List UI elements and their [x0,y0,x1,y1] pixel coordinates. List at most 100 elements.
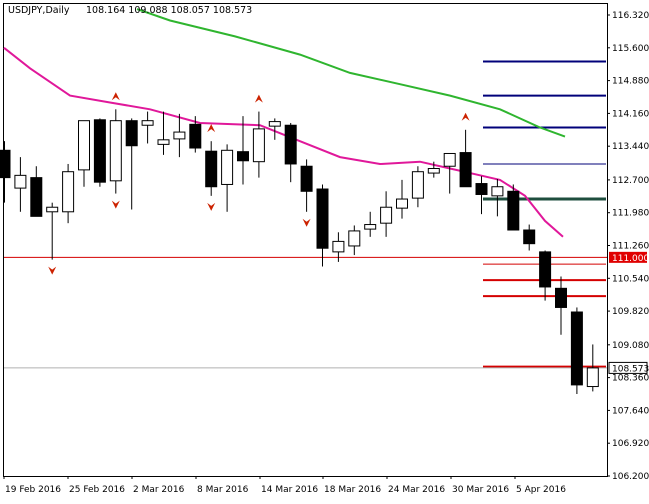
candle [0,141,11,203]
y-tick-label: 114.160 [612,109,649,119]
fractal-down-arrow [302,218,311,227]
candle [364,211,377,237]
bid-tag-text: 108.573 [612,364,649,374]
candle [475,176,488,215]
candle-body-bull [427,168,440,174]
y-tick-label: 115.600 [612,44,649,54]
candle-body-bear [539,251,552,288]
candle [443,152,456,194]
chart-symbol-label: USDJPY,Daily [8,5,70,16]
candle-body-bear [284,124,297,165]
level-price-tag: 111.000 [609,251,649,264]
candle-body-bull [586,367,599,388]
candle-body-bull [364,224,377,230]
candle-body-bear [507,190,520,231]
candle-body-bear [30,177,43,217]
candle [380,191,393,237]
candle-body-bull [46,206,59,213]
candle [125,118,138,210]
candle [411,166,424,208]
candle-body-bull [109,120,122,182]
candle-body-bull [396,198,408,209]
candle [300,159,313,212]
fractal-up-arrow [111,92,120,101]
candle [205,141,218,196]
candle-body-bear [523,229,536,245]
y-tick-label: 114.880 [612,77,649,87]
y-tick-label: 110.540 [612,274,649,284]
bid-price-tag: 108.573 [608,361,649,374]
level-tag-box [609,251,647,263]
level-tag-text: 111.000 [612,254,649,264]
fractal-down-arrow [48,266,57,275]
candle-body-bear [300,165,313,192]
candle [316,184,329,267]
bid-tag-box [608,361,648,374]
x-tick-label: 18 Mar 2016 [324,485,381,495]
candle-body-bear [316,188,329,249]
y-tick-label: 106.200 [612,472,649,482]
candle-body-bull [443,152,456,167]
y-tick-label: 108.360 [612,374,649,384]
candle-body-bear [205,150,218,188]
candle-body-bear [459,152,472,188]
y-tick-label: 109.080 [612,341,649,351]
candle-body-bull [380,206,393,224]
candle [30,166,43,217]
candle-body-bull [332,240,345,253]
candle [189,116,202,153]
fractal-down-arrow [111,200,120,209]
candle [14,157,27,212]
candle [173,113,186,158]
x-tick-label: 25 Feb 2016 [69,485,125,495]
candle [491,178,504,217]
candle-body-bull [252,128,265,163]
y-tick-label: 111.260 [612,242,649,252]
x-tick-label: 19 Feb 2016 [5,485,61,495]
y-tick-label: 107.640 [612,406,649,416]
candle-body-bull [14,174,27,189]
candle [252,111,265,178]
x-tick-label: 2 Mar 2016 [133,485,185,495]
candle [523,224,536,251]
candle-body-bear [125,120,138,147]
candle-body-bull [141,120,154,126]
fractal-up-arrow [254,94,263,103]
candle-body-bear [570,311,583,386]
y-tick-label: 112.700 [612,176,649,186]
candle-body-bear [189,123,202,149]
y-tick-label: 106.920 [612,439,649,449]
candle-body-bull [173,131,186,140]
chart-ohlc-label: 108.164 109.088 108.057 108.573 [86,5,252,16]
y-tick-label: 111.980 [612,209,649,219]
candle [332,232,345,262]
fast-moving-average-line [3,47,564,238]
candle-body-bull [411,171,424,199]
candle [348,225,361,256]
candle-body-bull [348,230,361,247]
candle [62,163,75,224]
x-tick-label: 5 Apr 2016 [516,485,566,495]
candle-body-bull [62,171,75,213]
candle [284,122,297,183]
candle-body-bull [78,120,90,171]
candle [507,184,520,231]
candle [539,250,552,301]
candle-body-bear [475,183,488,195]
y-tick-label: 113.440 [612,142,649,152]
y-tick-label: 116.320 [612,11,649,21]
candle [570,307,583,395]
x-tick-label: 14 Mar 2016 [261,485,318,495]
candle-body-bear [0,149,11,179]
candle [237,116,249,185]
candle [78,120,90,187]
x-tick-label: 8 Mar 2016 [197,485,249,495]
candle [268,118,281,140]
candle [555,276,567,335]
candle-body-bear [93,119,106,183]
candle [586,344,599,392]
candle-body-bull [268,121,281,127]
